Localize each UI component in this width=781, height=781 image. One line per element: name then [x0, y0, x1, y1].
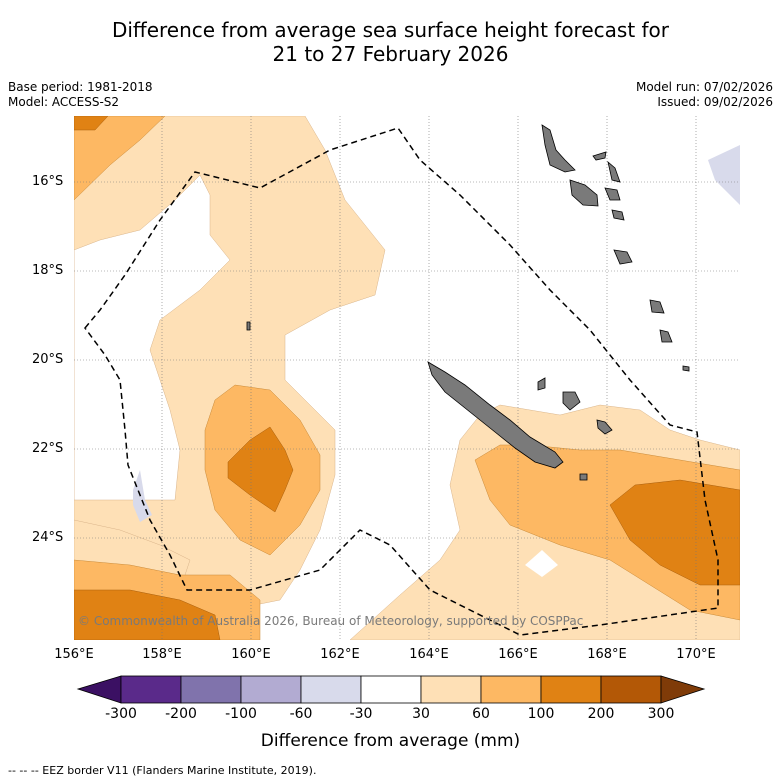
title-line-1: Difference from average sea surface heig…: [111, 18, 670, 42]
colorbar-tick: -100: [225, 706, 257, 722]
lon-label: 168°E: [587, 647, 627, 662]
vanuatu-island-8: [649, 299, 665, 314]
title-line-2: 21 to 27 February 2026: [272, 42, 509, 66]
contour-100-200-sw: [74, 589, 221, 640]
colorbar-tick: -60: [289, 706, 313, 722]
islet-2: [682, 365, 690, 372]
colorbar-bin-3: [240, 675, 302, 704]
vanuatu-island-2: [569, 179, 599, 207]
colorbar-bin-1: [120, 675, 182, 704]
colorbar-title: Difference from average (mm): [260, 731, 521, 751]
lat-label: 20°S: [32, 352, 64, 367]
vanuatu-island-9: [659, 329, 673, 343]
vanuatu-island-3: [607, 160, 621, 183]
base-period: Base period: 1981-2018: [8, 80, 153, 94]
vanuatu-island-5: [604, 187, 621, 201]
colorbar-tick: -200: [165, 706, 197, 722]
lat-label: 22°S: [32, 441, 64, 456]
copyright-notice: © Commonwealth of Australia 2026, Bureau…: [78, 614, 584, 628]
islet-1: [579, 473, 588, 481]
contour-white-patch: [525, 550, 558, 577]
eez-border: [84, 127, 719, 636]
colorbar-bin-5: [360, 675, 422, 704]
lon-label: 162°E: [320, 647, 360, 662]
colorbar-extend-min: [76, 675, 122, 704]
colorbar-tick: 300: [647, 706, 675, 722]
colorbar-tick: 100: [527, 706, 555, 722]
contour-100-200-nw: [74, 116, 109, 131]
contour-60-100-nw: [74, 116, 166, 201]
colorbar-tick: 30: [412, 706, 430, 722]
land-masses: [246, 124, 690, 481]
vanuatu-island-7: [613, 249, 633, 265]
colorbar-bin-2: [180, 675, 242, 704]
lon-label: 160°E: [231, 647, 271, 662]
model-run: Model run: 07/02/2026: [635, 80, 773, 94]
colorbar-bin-7: [480, 675, 542, 704]
meta-right: Model run: 07/02/2026 Issued: 09/02/2026: [636, 80, 773, 110]
contour-neg-w: [133, 470, 152, 522]
issued-date: Issued: 09/02/2026: [657, 95, 773, 109]
map-graticule: [74, 116, 740, 640]
colorbar-bin-9: [600, 675, 662, 704]
lon-label: 164°E: [409, 647, 449, 662]
meta-left: Base period: 1981-2018 Model: ACCESS-S2: [8, 80, 153, 110]
model-name: Model: ACCESS-S2: [8, 95, 120, 109]
loyalty-island-2: [596, 419, 613, 435]
vanuatu-island-4: [592, 151, 607, 161]
lon-label: 156°E: [54, 647, 94, 662]
loyalty-island-3: [537, 377, 546, 391]
colorbar-tick: 60: [472, 706, 490, 722]
lat-label: 24°S: [32, 530, 64, 545]
colorbar-tick: -30: [349, 706, 373, 722]
colorbar-bin-6: [420, 675, 482, 704]
lon-label: 158°E: [142, 647, 182, 662]
vanuatu-island-1: [541, 124, 576, 173]
lon-label: 166°E: [498, 647, 538, 662]
colorbar: [76, 675, 706, 704]
lon-label: 170°E: [676, 647, 716, 662]
colorbar-bin-4: [300, 675, 362, 704]
colorbar-tick: 200: [587, 706, 615, 722]
loyalty-island-1: [562, 391, 581, 411]
contour-100-200-east: [609, 479, 740, 586]
colorbar-bin-8: [540, 675, 602, 704]
eez-legend-note: -- -- -- EEZ border V11 (Flanders Marine…: [8, 764, 317, 777]
lat-label: 16°S: [32, 174, 64, 189]
map-title: Difference from average sea surface heig…: [0, 18, 781, 66]
lat-label: 18°S: [32, 263, 64, 278]
contour-fields: [74, 116, 740, 640]
new-caledonia-island: [427, 361, 564, 469]
islet-3: [246, 321, 251, 331]
contour-100-200-center: [227, 426, 294, 513]
vanuatu-island-6: [611, 209, 625, 221]
colorbar-extend-max: [660, 675, 706, 704]
colorbar-tick: -300: [105, 706, 137, 722]
contour-neg-ne: [708, 145, 740, 205]
